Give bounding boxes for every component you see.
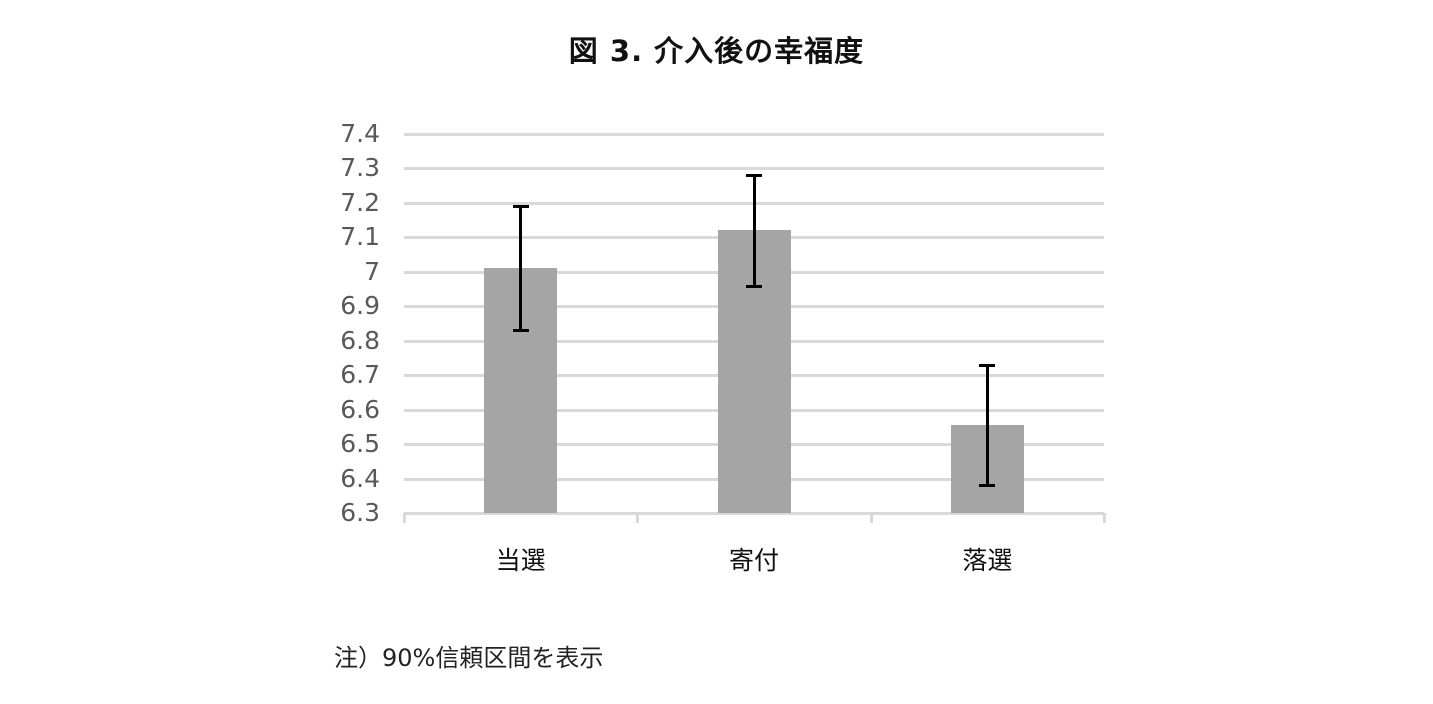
y-tick-label: 7	[364, 256, 380, 286]
x-category-label: 寄付	[728, 546, 779, 575]
error-cap-bottom	[746, 284, 762, 288]
error-bar	[519, 206, 523, 331]
y-tick-label: 6.5	[340, 429, 380, 459]
gridline	[404, 133, 1104, 136]
y-tick-label: 6.8	[340, 325, 380, 355]
gridline	[404, 167, 1104, 171]
chart-note: 注）90%信頼区間を表示	[334, 644, 604, 672]
y-tick-label: 6.7	[340, 360, 380, 390]
x-category-label: 当選	[495, 546, 546, 575]
error-cap-top	[979, 363, 996, 367]
error-cap-top	[512, 205, 529, 209]
y-tick-label: 7.4	[340, 119, 380, 148]
error-cap-bottom	[512, 329, 529, 333]
y-tick-label: 6.6	[340, 394, 380, 424]
y-tick-label: 6.3	[340, 498, 380, 527]
x-category-label: 落選	[962, 546, 1013, 575]
error-cap-top	[746, 174, 762, 178]
x-axis	[404, 512, 1104, 515]
x-tick-mark	[636, 513, 640, 523]
x-tick-mark	[869, 513, 873, 523]
error-bar	[985, 364, 989, 486]
y-tick-label: 6.9	[340, 291, 380, 321]
x-tick-mark	[403, 513, 406, 523]
y-tick-label: 7.3	[340, 153, 380, 183]
y-tick-label: 7.2	[340, 187, 380, 217]
x-tick-mark	[1103, 513, 1106, 523]
y-tick-label: 7.1	[340, 222, 380, 252]
error-bar	[752, 175, 756, 286]
chart-title: 図 3. 介入後の幸福度	[568, 34, 865, 68]
error-cap-bottom	[979, 484, 996, 488]
y-tick-label: 6.4	[340, 463, 380, 493]
